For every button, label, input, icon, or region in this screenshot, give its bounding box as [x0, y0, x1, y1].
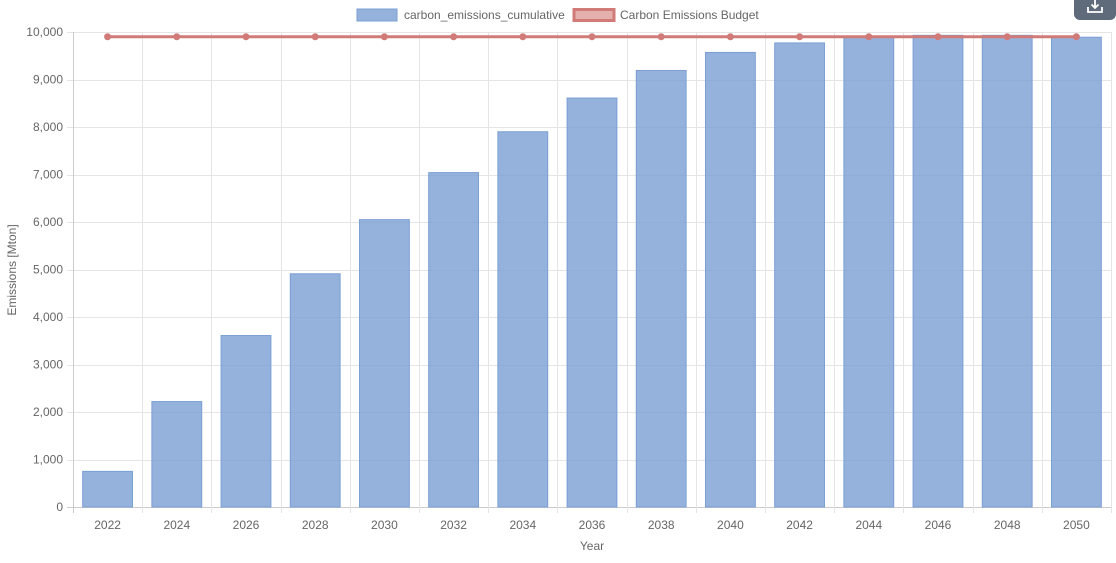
download-button[interactable]: [1074, 0, 1116, 20]
x-tick-label: 2024: [163, 518, 190, 532]
bar-2028[interactable]: [289, 273, 341, 508]
y-tick-label: 1,000: [33, 453, 63, 467]
bar-2030[interactable]: [358, 219, 410, 508]
x-tick-label: 2034: [509, 518, 536, 532]
budget-point-2046[interactable]: [934, 33, 942, 41]
budget-point-2048[interactable]: [1003, 33, 1011, 41]
budget-point-2030[interactable]: [380, 33, 388, 41]
x-axis-title: Year: [580, 539, 604, 553]
y-tick-label: 4,000: [33, 310, 63, 324]
download-icon: [1087, 0, 1103, 13]
budget-point-2036[interactable]: [588, 33, 596, 41]
x-tick-label: 2044: [855, 518, 882, 532]
y-axis-title: Emissions [Mton]: [5, 224, 19, 315]
x-tick-label: 2048: [994, 518, 1021, 532]
line-series: [104, 33, 1080, 41]
legend-label: carbon_emissions_cumulative: [404, 8, 565, 22]
x-tick-label: 2028: [302, 518, 329, 532]
budget-point-2034[interactable]: [519, 33, 527, 41]
budget-point-2024[interactable]: [173, 33, 181, 41]
x-tick-label: 2036: [579, 518, 606, 532]
bar-2046[interactable]: [912, 34, 964, 508]
y-axis-ticks: 0 1,000 2,000 3,000 4,000 5,000 6,000 7,000 8,00…: [26, 25, 63, 514]
x-tick-label: 2040: [717, 518, 744, 532]
budget-point-2038[interactable]: [657, 33, 665, 41]
bar-2038[interactable]: [635, 69, 687, 508]
grid-lines: [67, 32, 1112, 513]
bar-2036[interactable]: [566, 97, 618, 508]
x-tick-label: 2046: [925, 518, 952, 532]
budget-point-2026[interactable]: [242, 33, 250, 41]
budget-point-2028[interactable]: [311, 33, 319, 41]
bar-series: [82, 34, 1102, 508]
bar-2042[interactable]: [774, 42, 826, 508]
x-tick-label: 2030: [371, 518, 398, 532]
bar-2044[interactable]: [843, 36, 895, 508]
y-tick-label: 2,000: [33, 405, 63, 419]
x-tick-label: 2022: [94, 518, 121, 532]
budget-point-2042[interactable]: [796, 33, 804, 41]
budget-point-2050[interactable]: [1072, 33, 1080, 41]
legend-item[interactable]: Carbon Emissions Budget: [572, 8, 759, 22]
budget-point-2032[interactable]: [450, 33, 458, 41]
bar-2048[interactable]: [981, 34, 1033, 508]
bar-2040[interactable]: [704, 51, 756, 508]
x-tick-label: 2026: [233, 518, 260, 532]
y-tick-label: 8,000: [33, 120, 63, 134]
budget-point-2044[interactable]: [865, 33, 873, 41]
x-axis-ticks: 2022 2024 2026 2028 2030 2032 2034 2036 2038 2040…: [94, 518, 1090, 532]
bar-2034[interactable]: [497, 131, 549, 508]
y-tick-label: 6,000: [33, 215, 63, 229]
y-tick-label: 10,000: [26, 25, 63, 39]
legend: carbon_emissions_cumulative Carbon Emissi…: [356, 8, 759, 22]
legend-item[interactable]: carbon_emissions_cumulative: [356, 8, 565, 22]
y-tick-label: 9,000: [33, 73, 63, 87]
budget-point-2022[interactable]: [104, 33, 112, 41]
bar-2032[interactable]: [428, 172, 480, 508]
y-tick-label: 7,000: [33, 168, 63, 182]
bar-2022[interactable]: [82, 470, 134, 508]
x-tick-label: 2050: [1063, 518, 1090, 532]
y-tick-label: 3,000: [33, 358, 63, 372]
y-tick-label: 5,000: [33, 263, 63, 277]
bar-2026[interactable]: [220, 335, 272, 508]
legend-label: Carbon Emissions Budget: [620, 8, 759, 22]
legend-swatch: [356, 8, 398, 22]
budget-point-2040[interactable]: [726, 33, 734, 41]
x-tick-label: 2042: [786, 518, 813, 532]
legend-swatch: [572, 8, 616, 22]
bar-2050[interactable]: [1050, 36, 1102, 508]
x-tick-label: 2038: [648, 518, 675, 532]
y-tick-label: 0: [56, 500, 63, 514]
x-tick-label: 2032: [440, 518, 467, 532]
bar-2024[interactable]: [151, 401, 203, 508]
